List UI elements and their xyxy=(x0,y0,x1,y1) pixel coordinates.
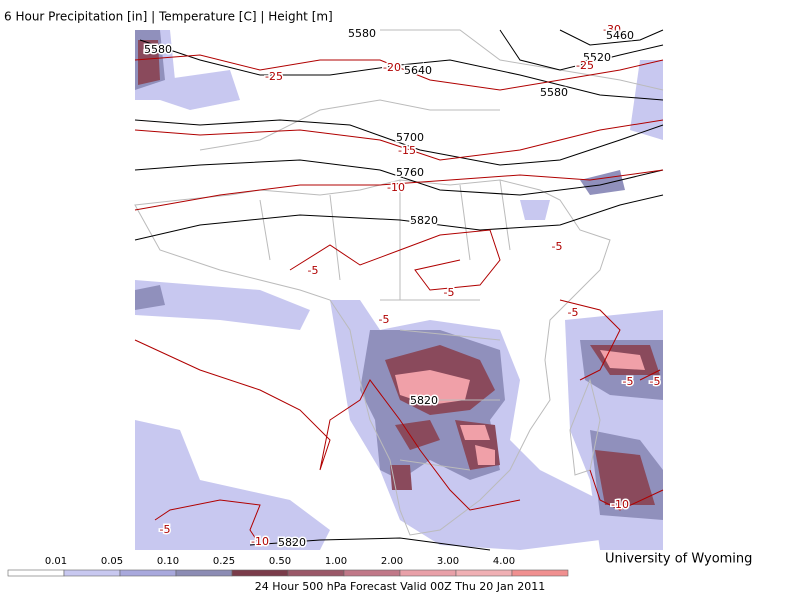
contour-label: -10 xyxy=(251,535,269,548)
contour-label: 5460 xyxy=(606,29,634,42)
contour-label: 5520 xyxy=(583,51,611,64)
colorbar-swatch xyxy=(7,569,65,577)
colorbar-label: 3.00 xyxy=(437,556,459,567)
colorbar-label: 4.00 xyxy=(493,556,515,567)
contour-label: 5760 xyxy=(396,166,424,179)
contour-label: 5580 xyxy=(348,27,376,40)
contour-label: -5 xyxy=(623,375,634,388)
colorbar-swatch xyxy=(287,569,345,577)
colorbar-label: 0.50 xyxy=(269,556,291,567)
contour-label: -5 xyxy=(552,240,563,253)
contour-label: -30 xyxy=(603,23,621,36)
contour-label: -5 xyxy=(160,523,171,536)
colorbar-label: 2.00 xyxy=(381,556,403,567)
contour-label: 5580 xyxy=(144,43,172,56)
contour-label: -15 xyxy=(398,144,416,157)
colorbar-swatch xyxy=(119,569,177,577)
contour-label: 5820 xyxy=(410,214,438,227)
colorbar-label: 0.10 xyxy=(157,556,179,567)
contour-label: -5 xyxy=(308,264,319,277)
colorbar-swatch xyxy=(175,569,233,577)
contour-label: -5 xyxy=(650,375,661,388)
map-area xyxy=(134,28,664,551)
contour-label: 5580 xyxy=(540,86,568,99)
contour-label: 5820 xyxy=(410,394,438,407)
footer: 24 Hour 500 hPa Forecast Valid 00Z Thu 2… xyxy=(255,580,546,593)
colorbar-swatch xyxy=(343,569,401,577)
contour-label: 5640 xyxy=(404,64,432,77)
contour-label: -5 xyxy=(444,286,455,299)
colorbar-label: 0.01 xyxy=(45,556,67,567)
colorbar-label: 0.05 xyxy=(101,556,123,567)
contour-label: -25 xyxy=(576,59,594,72)
colorbar-label: 1.00 xyxy=(325,556,347,567)
colorbar-swatch xyxy=(399,569,457,577)
colorbar-swatch xyxy=(231,569,289,577)
colorbar-swatch xyxy=(511,569,569,577)
colorbar-swatch xyxy=(455,569,513,577)
colorbar-label: 0.25 xyxy=(213,556,235,567)
title: 6 Hour Precipitation [in] | Temperature … xyxy=(4,10,333,24)
contour-label: 5700 xyxy=(396,131,424,144)
contour-label: -5 xyxy=(379,313,390,326)
contour-label: -10 xyxy=(611,498,629,511)
contour-label: -20 xyxy=(383,61,401,74)
credit: University of Wyoming xyxy=(605,552,752,567)
contour-label: -25 xyxy=(265,70,283,83)
contour-label: -5 xyxy=(568,306,579,319)
contour-label: 5820 xyxy=(278,536,306,549)
contour-label: -10 xyxy=(387,181,405,194)
colorbar-swatch xyxy=(63,569,121,577)
